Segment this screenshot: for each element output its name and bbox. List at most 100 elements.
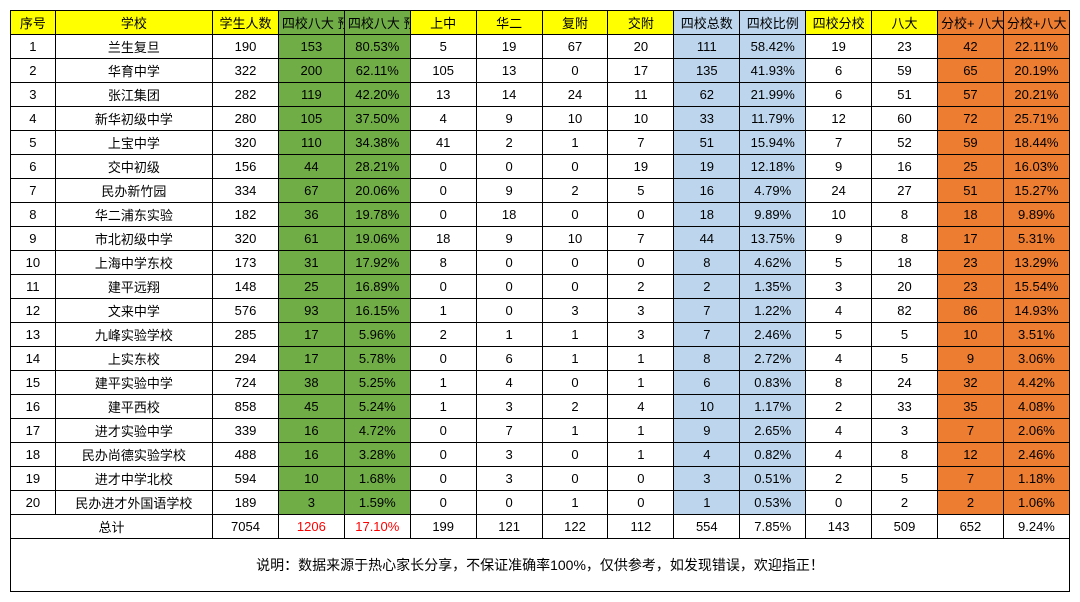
hdr-sixiao-bada-total: 四校八大 预录总数: [278, 11, 344, 35]
cell-ff: 2: [542, 395, 608, 419]
cell-sixiao-fenxiao: 0: [806, 491, 872, 515]
cell-sixiao-bada-total: 3: [278, 491, 344, 515]
cell-total-c6: 199: [410, 515, 476, 539]
cell-school: 民办进才外国语学校: [55, 491, 212, 515]
cell-ff: 2: [542, 179, 608, 203]
cell-fenxiao-bada-total: 17: [937, 227, 1003, 251]
table-row: 3张江集团28211942.20%131424116221.99%6515720…: [11, 83, 1070, 107]
cell-sixiao-ratio: 41.93%: [740, 59, 806, 83]
cell-school: 上宝中学: [55, 131, 212, 155]
cell-he: 0: [476, 251, 542, 275]
cell-seq: 12: [11, 299, 56, 323]
hdr-jf: 交附: [608, 11, 674, 35]
cell-school: 进才实验中学: [55, 419, 212, 443]
cell-sz: 0: [410, 419, 476, 443]
cell-jf: 0: [608, 491, 674, 515]
cell-sixiao-ratio: 58.42%: [740, 35, 806, 59]
cell-he: 4: [476, 371, 542, 395]
cell-students: 594: [213, 467, 279, 491]
cell-sixiao-bada-ratio: 16.15%: [344, 299, 410, 323]
cell-sixiao-bada-ratio: 5.96%: [344, 323, 410, 347]
cell-jf: 0: [608, 203, 674, 227]
cell-fenxiao-bada-ratio: 25.71%: [1003, 107, 1069, 131]
cell-bada: 23: [872, 35, 938, 59]
cell-sixiao-total: 7: [674, 299, 740, 323]
cell-sixiao-bada-total: 44: [278, 155, 344, 179]
cell-students: 182: [213, 203, 279, 227]
cell-bada: 52: [872, 131, 938, 155]
cell-sz: 0: [410, 467, 476, 491]
table-row: 12文来中学5769316.15%103371.22%4828614.93%: [11, 299, 1070, 323]
cell-sixiao-fenxiao: 6: [806, 59, 872, 83]
cell-he: 19: [476, 35, 542, 59]
cell-fenxiao-bada-total: 51: [937, 179, 1003, 203]
cell-school: 张江集团: [55, 83, 212, 107]
cell-students: 189: [213, 491, 279, 515]
cell-sixiao-ratio: 1.17%: [740, 395, 806, 419]
cell-total-label: 总计: [11, 515, 213, 539]
cell-sz: 1: [410, 371, 476, 395]
cell-bada: 60: [872, 107, 938, 131]
table-row: 17进才实验中学339164.72%071192.65%4372.06%: [11, 419, 1070, 443]
cell-sz: 8: [410, 251, 476, 275]
cell-fenxiao-bada-ratio: 1.18%: [1003, 467, 1069, 491]
cell-bada: 3: [872, 419, 938, 443]
cell-students: 339: [213, 419, 279, 443]
cell-sixiao-total: 111: [674, 35, 740, 59]
cell-ff: 1: [542, 419, 608, 443]
cell-sixiao-fenxiao: 9: [806, 155, 872, 179]
cell-he: 0: [476, 299, 542, 323]
cell-jf: 1: [608, 419, 674, 443]
cell-sixiao-total: 135: [674, 59, 740, 83]
cell-seq: 17: [11, 419, 56, 443]
cell-jf: 0: [608, 467, 674, 491]
cell-sz: 0: [410, 203, 476, 227]
cell-jf: 20: [608, 35, 674, 59]
cell-total-c11: 7.85%: [740, 515, 806, 539]
cell-fenxiao-bada-total: 65: [937, 59, 1003, 83]
cell-bada: 18: [872, 251, 938, 275]
cell-fenxiao-bada-ratio: 2.06%: [1003, 419, 1069, 443]
cell-sixiao-bada-ratio: 16.89%: [344, 275, 410, 299]
cell-fenxiao-bada-ratio: 15.54%: [1003, 275, 1069, 299]
cell-fenxiao-bada-total: 7: [937, 467, 1003, 491]
cell-students: 190: [213, 35, 279, 59]
cell-he: 0: [476, 155, 542, 179]
cell-sixiao-bada-total: 67: [278, 179, 344, 203]
cell-he: 13: [476, 59, 542, 83]
cell-jf: 3: [608, 299, 674, 323]
cell-sixiao-ratio: 2.46%: [740, 323, 806, 347]
cell-he: 14: [476, 83, 542, 107]
table-row: 8华二浦东实验1823619.78%01800189.89%108189.89%: [11, 203, 1070, 227]
cell-he: 18: [476, 203, 542, 227]
cell-fenxiao-bada-total: 23: [937, 251, 1003, 275]
cell-he: 3: [476, 395, 542, 419]
cell-school: 上海中学东校: [55, 251, 212, 275]
cell-seq: 9: [11, 227, 56, 251]
cell-sixiao-bada-ratio: 62.11%: [344, 59, 410, 83]
cell-fenxiao-bada-ratio: 3.06%: [1003, 347, 1069, 371]
cell-sixiao-bada-ratio: 28.21%: [344, 155, 410, 179]
cell-students: 334: [213, 179, 279, 203]
cell-fenxiao-bada-ratio: 1.06%: [1003, 491, 1069, 515]
cell-sixiao-ratio: 0.51%: [740, 467, 806, 491]
table-row: 16建平西校858455.24%1324101.17%233354.08%: [11, 395, 1070, 419]
hdr-ff: 复附: [542, 11, 608, 35]
cell-sixiao-total: 44: [674, 227, 740, 251]
cell-fenxiao-bada-total: 9: [937, 347, 1003, 371]
cell-bada: 5: [872, 323, 938, 347]
cell-fenxiao-bada-ratio: 4.42%: [1003, 371, 1069, 395]
cell-ff: 24: [542, 83, 608, 107]
cell-jf: 5: [608, 179, 674, 203]
cell-sz: 1: [410, 299, 476, 323]
table-row: 2华育中学32220062.11%1051301713541.93%659652…: [11, 59, 1070, 83]
table-header: 序号 学校 学生人数 四校八大 预录总数 四校八大 预录比例 上中 华二 复附 …: [11, 11, 1070, 35]
cell-ff: 10: [542, 107, 608, 131]
cell-sz: 13: [410, 83, 476, 107]
hdr-school: 学校: [55, 11, 212, 35]
cell-sixiao-bada-ratio: 42.20%: [344, 83, 410, 107]
cell-school: 建平西校: [55, 395, 212, 419]
cell-fenxiao-bada-total: 72: [937, 107, 1003, 131]
cell-bada: 33: [872, 395, 938, 419]
cell-sixiao-fenxiao: 7: [806, 131, 872, 155]
